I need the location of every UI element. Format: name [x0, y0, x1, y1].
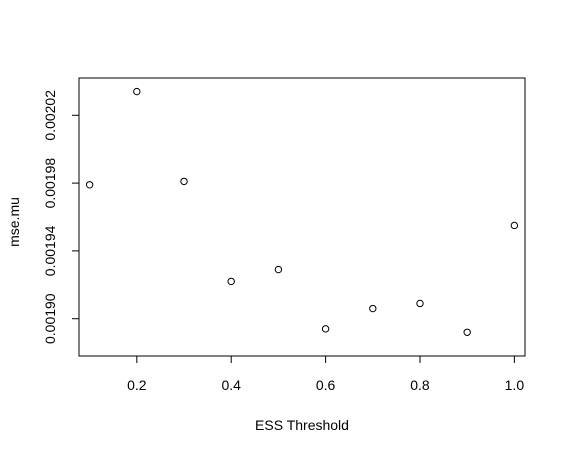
y-axis-label: mse.mu: [6, 197, 22, 247]
x-tick-label: 0.6: [316, 377, 336, 393]
data-point: [133, 87, 141, 96]
y-tick-label: 0.00198: [42, 158, 58, 209]
data-point: [416, 299, 424, 308]
y-tick-label: 0.00202: [42, 90, 58, 141]
x-tick-label: 0.4: [221, 377, 241, 393]
data-point: [180, 177, 188, 186]
x-tick-label: 0.2: [127, 377, 147, 393]
x-axis-label: ESS Threshold: [255, 417, 349, 433]
y-axis: 0.00190 0.00194 0.00198 0.00202: [42, 90, 80, 344]
x-tick-label: 0.8: [410, 377, 430, 393]
data-points: [85, 87, 519, 336]
data-point: [227, 277, 235, 286]
y-tick-label: 0.00190: [42, 293, 58, 344]
data-point: [463, 328, 471, 336]
data-point: [85, 181, 94, 189]
plot-box: [78, 77, 526, 357]
data-point: [510, 221, 519, 230]
data-point: [369, 304, 377, 313]
data-point: [321, 325, 330, 333]
y-tick-label: 0.00194: [42, 225, 58, 276]
x-axis: 0.2 0.4 0.6 0.8 1.0: [127, 355, 525, 393]
x-tick-label: 1.0: [505, 377, 525, 393]
data-point: [274, 265, 283, 274]
